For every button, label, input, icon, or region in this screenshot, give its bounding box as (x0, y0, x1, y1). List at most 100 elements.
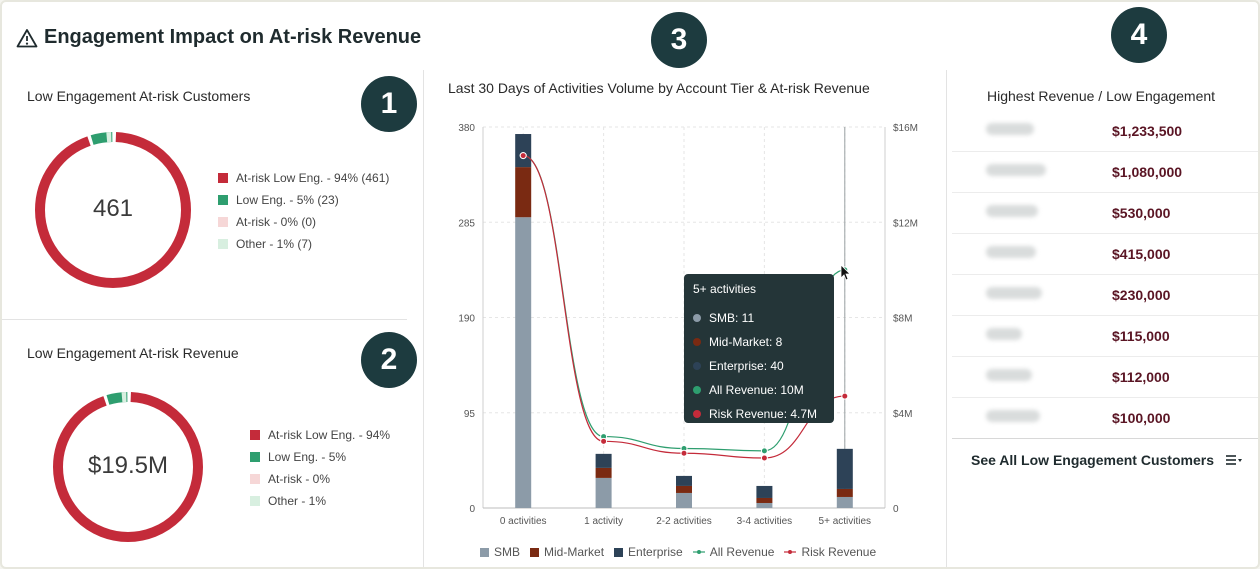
top-list-title: Highest Revenue / Low Engagement (987, 88, 1216, 104)
tooltip-row: Enterprise: 40 (693, 354, 825, 378)
tooltip-row: All Revenue: 10M (693, 378, 825, 402)
divider-right (946, 70, 947, 567)
divider-left (423, 70, 424, 567)
badge-2: 2 (361, 332, 417, 388)
point-risk-revenue (600, 437, 608, 445)
legend-item[interactable]: At-risk Low Eng. - 94% (250, 424, 390, 446)
chart-tooltip: 5+ activities SMB: 11 Mid-Market: 8 Ente… (684, 274, 834, 423)
redacted-name (986, 328, 1022, 340)
revenue-legend: At-risk Low Eng. - 94% Low Eng. - 5% At-… (250, 424, 390, 512)
y-tick-label-left: 190 (458, 314, 475, 325)
divider-left-panels (2, 319, 407, 320)
point-risk-revenue (760, 454, 768, 462)
legend-item[interactable]: Other - 1% (250, 490, 390, 512)
bar-enterprise (676, 475, 692, 486)
list-item[interactable]: $112,000 (952, 357, 1258, 398)
revenue-donut[interactable] (48, 387, 208, 547)
activities-chart[interactable]: 380 285 190 95 0 $16M $12M $8M $4M 0 0 activities 1… (430, 110, 940, 535)
legend-item[interactable]: Other - 1% (7) (218, 233, 389, 255)
customers-center-value: 461 (92, 195, 134, 222)
legend-item[interactable]: At-risk - 0% (250, 468, 390, 490)
badge-1: 1 (361, 76, 417, 132)
customers-donut[interactable] (33, 130, 193, 290)
tooltip-row: SMB: 11 (693, 306, 825, 330)
y-tick-label-left: 285 (458, 218, 475, 229)
bar-mid-market (676, 485, 692, 493)
list-item[interactable]: $1,233,500 (952, 111, 1258, 152)
y-tick-label-left: 95 (464, 409, 476, 420)
point-all-revenue (760, 447, 768, 455)
page-title: Engagement Impact on At-risk Revenue (16, 26, 421, 49)
x-tick-label: 5+ activities (819, 516, 872, 527)
legend-item[interactable]: At-risk Low Eng. - 94% (461) (218, 167, 389, 189)
bar-mid-market (515, 167, 532, 218)
redacted-name (986, 410, 1040, 422)
point-risk-revenue (841, 392, 849, 400)
redacted-name (986, 123, 1034, 135)
bar-mid-market (836, 488, 853, 497)
list-item[interactable]: $230,000 (952, 275, 1258, 316)
customers-legend: At-risk Low Eng. - 94% (461) Low Eng. - … (218, 167, 389, 255)
bar-smb (836, 496, 853, 508)
bar-enterprise (595, 453, 612, 468)
list-item[interactable]: $530,000 (952, 193, 1258, 234)
list-filter-icon (1225, 455, 1242, 465)
y-tick-label-right: $4M (893, 409, 912, 420)
legend-item[interactable]: At-risk - 0% (0) (218, 211, 389, 233)
redacted-name (986, 164, 1046, 176)
redacted-name (986, 205, 1038, 217)
legend-risk-revenue[interactable]: Risk Revenue (784, 545, 876, 559)
bar-smb (515, 217, 532, 508)
badge-3: 3 (651, 12, 707, 68)
y-tick-label-right: $12M (893, 218, 918, 229)
legend-item[interactable]: Low Eng. - 5% (250, 446, 390, 468)
bar-enterprise (515, 134, 532, 168)
redacted-name (986, 287, 1042, 299)
bar-smb (676, 492, 692, 508)
x-tick-label: 2-2 activities (656, 516, 712, 527)
point-risk-revenue (680, 449, 688, 457)
bar-enterprise (756, 485, 773, 498)
revenue-center-value: $19.5M (87, 452, 169, 479)
see-all-label: See All Low Engagement Customers (971, 452, 1214, 468)
warning-triangle-icon (16, 28, 38, 47)
redacted-name (986, 369, 1032, 381)
y-tick-label-left: 0 (469, 504, 475, 515)
revenue-panel-title: Low Engagement At-risk Revenue (27, 345, 239, 361)
tooltip-row: Mid-Market: 8 (693, 330, 825, 354)
legend-mid-market[interactable]: Mid-Market (530, 545, 604, 559)
bar-smb (595, 477, 612, 508)
redacted-name (986, 246, 1036, 258)
x-tick-label: 1 activity (584, 516, 623, 527)
tooltip-row: Risk Revenue: 4.7M (693, 402, 825, 426)
x-tick-label: 0 activities (500, 516, 547, 527)
mouse-cursor-icon (840, 264, 851, 281)
legend-item[interactable]: Low Eng. - 5% (23) (218, 189, 389, 211)
y-tick-label-right: $8M (893, 314, 912, 325)
x-tick-label: 3-4 activities (737, 516, 793, 527)
list-item[interactable]: $115,000 (952, 316, 1258, 357)
bar-enterprise (836, 448, 853, 489)
customers-panel-title: Low Engagement At-risk Customers (27, 88, 251, 104)
line-risk-revenue (523, 154, 845, 459)
chart-legend: SMB Mid-Market Enterprise All Revenue Ri… (480, 545, 876, 559)
badge-4: 4 (1111, 7, 1167, 63)
page-title-text: Engagement Impact on At-risk Revenue (44, 26, 422, 48)
bar-mid-market (595, 467, 612, 478)
y-tick-label-right: 0 (893, 504, 899, 515)
chart-title: Last 30 Days of Activities Volume by Acc… (448, 80, 870, 96)
legend-enterprise[interactable]: Enterprise (614, 545, 683, 559)
list-item[interactable]: $415,000 (952, 234, 1258, 275)
bar-mid-market (756, 497, 773, 503)
see-all-link[interactable]: See All Low Engagement Customers (971, 452, 1242, 468)
tooltip-title: 5+ activities (693, 282, 757, 296)
legend-all-revenue[interactable]: All Revenue (692, 545, 774, 559)
y-tick-label-left: 380 (458, 123, 475, 134)
list-item[interactable]: $100,000 (952, 398, 1258, 439)
point-risk-revenue (519, 152, 527, 160)
y-tick-label-right: $16M (893, 123, 918, 134)
legend-smb[interactable]: SMB (480, 545, 520, 559)
bar-smb (756, 502, 773, 508)
list-item[interactable]: $1,080,000 (952, 152, 1258, 193)
